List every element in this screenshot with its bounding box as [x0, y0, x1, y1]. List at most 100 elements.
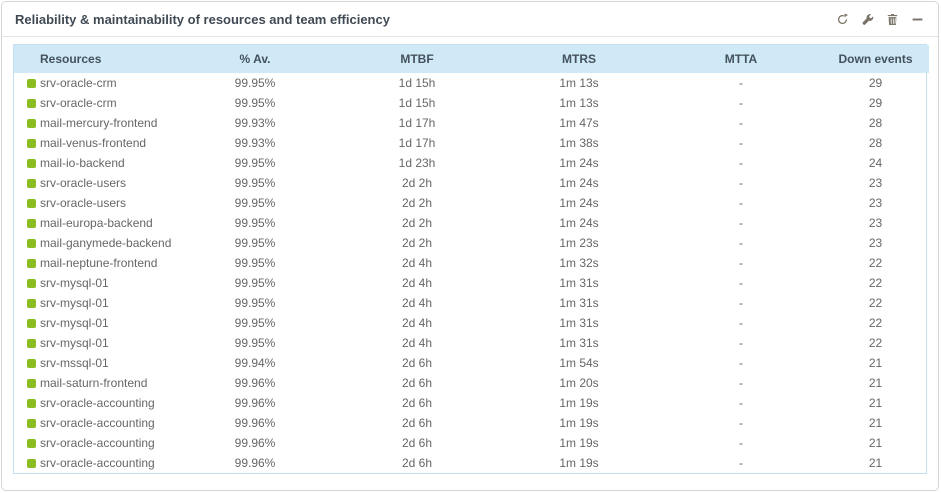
table-row[interactable]: mail-mercury-frontend 99.93% 1d 17h 1m 4… — [14, 113, 929, 133]
settings-button[interactable] — [859, 11, 875, 27]
status-up-icon — [26, 299, 36, 309]
column-header-mtbf[interactable]: MTBF — [336, 45, 498, 73]
column-header-mtrs[interactable]: MTRS — [498, 45, 660, 73]
status-cell — [14, 273, 40, 293]
resource-name[interactable]: mail-neptune-frontend — [40, 256, 158, 270]
mtbf-value: 2d 4h — [401, 336, 433, 350]
resource-name[interactable]: srv-oracle-users — [40, 176, 127, 190]
resource-name[interactable]: mail-io-backend — [40, 156, 125, 170]
mtrs-value: 1m 19s — [559, 396, 599, 410]
resource-name[interactable]: mail-saturn-frontend — [40, 376, 148, 390]
table-row[interactable]: srv-oracle-crm 99.95% 1d 15h 1m 13s - 29 — [14, 73, 929, 93]
resource-name[interactable]: srv-oracle-accounting — [40, 436, 155, 450]
table-row[interactable]: srv-mysql-01 99.95% 2d 4h 1m 31s - 22 — [14, 313, 929, 333]
wrench-icon — [861, 13, 874, 26]
availability-value: 99.95% — [234, 76, 276, 90]
status-cell — [14, 373, 40, 393]
status-cell — [14, 153, 40, 173]
mtrs-value: 1m 47s — [559, 116, 599, 130]
down-events-value: 21 — [868, 376, 883, 390]
minimize-button[interactable] — [909, 11, 925, 27]
table-row[interactable]: mail-neptune-frontend 99.95% 2d 4h 1m 32… — [14, 253, 929, 273]
status-up-icon — [26, 199, 36, 209]
resource-name[interactable]: mail-venus-frontend — [40, 136, 147, 150]
resources-table: Resources % Av. MTBF MTRS MTTA Down even… — [14, 45, 929, 473]
table-row[interactable]: srv-mssql-01 99.94% 2d 6h 1m 54s - 21 — [14, 353, 929, 373]
table-row[interactable]: mail-saturn-frontend 99.96% 2d 6h 1m 20s… — [14, 373, 929, 393]
mtrs-value: 1m 24s — [559, 196, 599, 210]
mtrs-value: 1m 23s — [559, 236, 599, 250]
table-row[interactable]: mail-europa-backend 99.95% 2d 2h 1m 24s … — [14, 213, 929, 233]
mtta-value: - — [739, 136, 743, 150]
table-row[interactable]: srv-oracle-accounting 99.96% 2d 6h 1m 19… — [14, 393, 929, 413]
resource-name[interactable]: mail-europa-backend — [40, 216, 153, 230]
mtta-value: - — [739, 356, 743, 370]
availability-value: 99.96% — [234, 456, 276, 470]
status-up-icon — [26, 279, 36, 289]
table-row[interactable]: srv-oracle-accounting 99.96% 2d 6h 1m 19… — [14, 433, 929, 453]
status-cell — [14, 193, 40, 213]
availability-value: 99.95% — [234, 336, 276, 350]
resource-name[interactable]: srv-oracle-accounting — [40, 396, 155, 410]
mtrs-value: 1m 19s — [559, 416, 599, 430]
resource-name[interactable]: srv-mssql-01 — [40, 356, 109, 370]
column-header-mtta[interactable]: MTTA — [660, 45, 822, 73]
availability-value: 99.96% — [234, 416, 276, 430]
resource-name[interactable]: srv-mysql-01 — [40, 296, 109, 310]
column-header-availability[interactable]: % Av. — [174, 45, 336, 73]
mtrs-value: 1m 54s — [559, 356, 599, 370]
down-events-value: 22 — [868, 276, 883, 290]
delete-button[interactable] — [884, 11, 900, 27]
resource-name[interactable]: mail-ganymede-backend — [40, 236, 172, 250]
table-row[interactable]: mail-ganymede-backend 99.95% 2d 2h 1m 23… — [14, 233, 929, 253]
table-row[interactable]: mail-io-backend 99.95% 1d 23h 1m 24s - 2… — [14, 153, 929, 173]
mtbf-value: 2d 4h — [401, 276, 433, 290]
table-row[interactable]: srv-oracle-users 99.95% 2d 2h 1m 24s - 2… — [14, 173, 929, 193]
trash-icon — [886, 13, 899, 26]
resource-name[interactable]: srv-mysql-01 — [40, 276, 109, 290]
availability-value: 99.96% — [234, 436, 276, 450]
table-row[interactable]: srv-oracle-accounting 99.96% 2d 6h 1m 19… — [14, 413, 929, 433]
resource-name[interactable]: mail-mercury-frontend — [40, 116, 158, 130]
mtbf-value: 1d 17h — [398, 136, 436, 150]
mtbf-value: 1d 15h — [398, 76, 436, 90]
column-header-resources[interactable]: Resources — [40, 45, 174, 73]
resources-table-container: Resources % Av. MTBF MTRS MTTA Down even… — [13, 44, 929, 474]
resource-name[interactable]: srv-mysql-01 — [40, 316, 109, 330]
resource-name[interactable]: srv-mysql-01 — [40, 336, 109, 350]
mtrs-value: 1m 13s — [559, 76, 599, 90]
resource-name[interactable]: srv-oracle-users — [40, 196, 127, 210]
mtta-value: - — [739, 436, 743, 450]
status-up-icon — [26, 99, 36, 109]
refresh-button[interactable] — [834, 11, 850, 27]
down-events-value: 21 — [868, 396, 883, 410]
status-cell — [14, 413, 40, 433]
status-cell — [14, 453, 40, 473]
table-row[interactable]: mail-venus-frontend 99.93% 1d 17h 1m 38s… — [14, 133, 929, 153]
status-up-icon — [26, 439, 36, 449]
down-events-value: 22 — [868, 316, 883, 330]
availability-value: 99.95% — [234, 196, 276, 210]
table-row[interactable]: srv-mysql-01 99.95% 2d 4h 1m 31s - 22 — [14, 293, 929, 313]
table-row[interactable]: srv-oracle-users 99.95% 2d 2h 1m 24s - 2… — [14, 193, 929, 213]
resource-name[interactable]: srv-oracle-crm — [40, 96, 117, 110]
mtbf-value: 2d 6h — [401, 376, 433, 390]
status-cell — [14, 73, 40, 93]
resource-name[interactable]: srv-oracle-accounting — [40, 456, 155, 470]
widget-title: Reliability & maintainability of resourc… — [15, 11, 390, 27]
table-row[interactable]: srv-oracle-crm 99.95% 1d 15h 1m 13s - 29 — [14, 93, 929, 113]
mtta-value: - — [739, 456, 743, 470]
availability-value: 99.93% — [234, 136, 276, 150]
resource-name[interactable]: srv-oracle-crm — [40, 76, 117, 90]
table-row[interactable]: srv-oracle-accounting 99.96% 2d 6h 1m 19… — [14, 453, 929, 473]
table-row[interactable]: srv-mysql-01 99.95% 2d 4h 1m 31s - 22 — [14, 273, 929, 293]
resource-name[interactable]: srv-oracle-accounting — [40, 416, 155, 430]
table-row[interactable]: srv-mysql-01 99.95% 2d 4h 1m 31s - 22 — [14, 333, 929, 353]
mtta-value: - — [739, 276, 743, 290]
availability-value: 99.95% — [234, 276, 276, 290]
availability-value: 99.95% — [234, 96, 276, 110]
down-events-value: 29 — [868, 96, 883, 110]
column-header-down-events[interactable]: Down events — [822, 45, 929, 73]
mtbf-value: 2d 2h — [401, 196, 433, 210]
